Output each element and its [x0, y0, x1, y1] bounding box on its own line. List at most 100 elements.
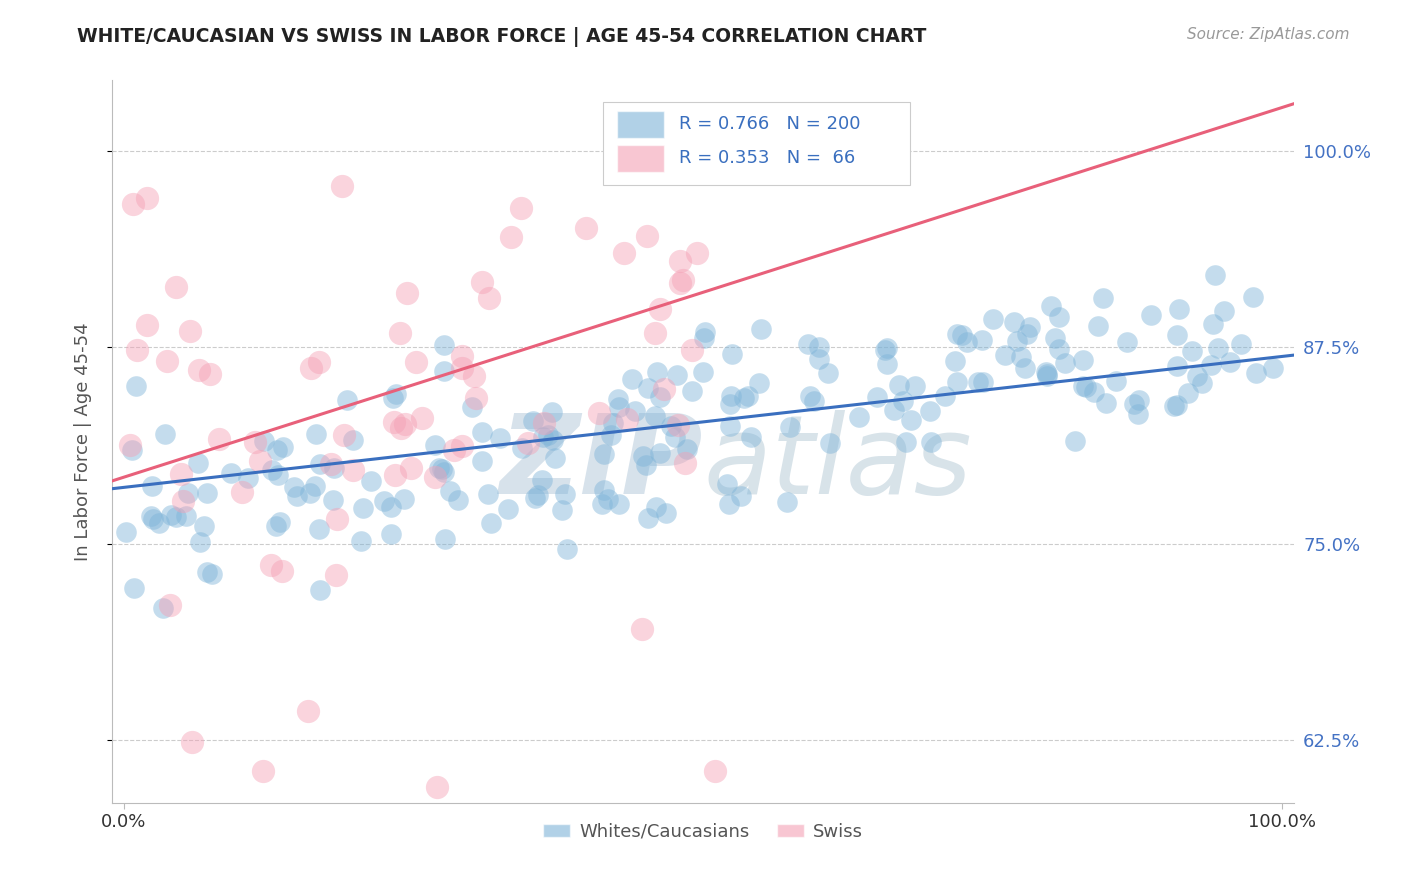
Point	[350, 533, 373, 548]
Point	[200, 367, 222, 381]
Point	[326, 512, 349, 526]
Point	[716, 476, 738, 491]
Point	[920, 434, 942, 449]
Point	[1204, 268, 1226, 282]
Point	[160, 508, 183, 522]
Point	[675, 442, 697, 456]
Point	[443, 442, 465, 457]
Point	[236, 471, 259, 485]
Point	[720, 347, 742, 361]
Point	[737, 389, 759, 403]
Point	[122, 197, 145, 211]
Point	[613, 246, 636, 260]
Point	[659, 419, 682, 434]
Point	[139, 509, 162, 524]
Point	[399, 460, 422, 475]
Point	[981, 312, 1004, 326]
Point	[1126, 407, 1149, 421]
Point	[1010, 350, 1032, 364]
Point	[554, 486, 576, 500]
Point	[883, 403, 905, 417]
Point	[591, 497, 613, 511]
Point	[636, 458, 658, 472]
Point	[650, 302, 672, 317]
Point	[894, 435, 917, 450]
Point	[1123, 397, 1146, 411]
Point	[875, 343, 897, 357]
Point	[322, 492, 344, 507]
Point	[426, 780, 449, 794]
Point	[1230, 336, 1253, 351]
Point	[1017, 327, 1039, 342]
Point	[799, 389, 821, 403]
Point	[1128, 393, 1150, 408]
Text: atlas: atlas	[703, 409, 972, 516]
Point	[703, 764, 725, 779]
Point	[309, 582, 332, 597]
Point	[637, 511, 659, 525]
Point	[1043, 331, 1066, 345]
Y-axis label: In Labor Force | Age 45-54: In Labor Force | Age 45-54	[73, 322, 91, 561]
Point	[510, 201, 533, 215]
Point	[141, 479, 163, 493]
Point	[1166, 398, 1188, 412]
Point	[471, 425, 494, 439]
Point	[1071, 353, 1094, 368]
Point	[360, 474, 382, 488]
Point	[748, 376, 770, 390]
Point	[434, 533, 457, 547]
Point	[447, 492, 470, 507]
Point	[644, 409, 666, 424]
Point	[305, 427, 328, 442]
Point	[1263, 360, 1285, 375]
Point	[165, 510, 187, 524]
Point	[1018, 320, 1040, 334]
Point	[193, 518, 215, 533]
Point	[342, 433, 364, 447]
Point	[267, 467, 290, 482]
Text: WHITE/CAUCASIAN VS SWISS IN LABOR FORCE | AGE 45-54 CORRELATION CHART: WHITE/CAUCASIAN VS SWISS IN LABOR FORCE …	[77, 27, 927, 46]
Point	[253, 434, 276, 449]
Point	[1181, 343, 1204, 358]
Point	[201, 566, 224, 581]
Point	[260, 558, 283, 572]
Point	[1036, 368, 1059, 383]
Point	[125, 378, 148, 392]
Point	[946, 375, 969, 389]
Point	[599, 427, 621, 442]
Point	[693, 330, 716, 344]
Point	[450, 350, 472, 364]
Point	[304, 479, 326, 493]
Point	[671, 273, 693, 287]
Point	[593, 447, 616, 461]
Point	[666, 417, 689, 432]
Point	[159, 598, 181, 612]
Point	[681, 343, 703, 358]
Point	[848, 409, 870, 424]
Point	[269, 515, 291, 529]
Point	[496, 501, 519, 516]
Point	[665, 368, 688, 382]
Point	[231, 485, 253, 500]
Point	[135, 318, 157, 332]
Point	[1241, 290, 1264, 304]
Point	[1039, 300, 1062, 314]
Point	[776, 494, 799, 508]
Point	[1007, 334, 1029, 349]
Point	[423, 438, 446, 452]
Point	[392, 492, 415, 507]
Text: R = 0.353   N =  66: R = 0.353 N = 66	[679, 149, 856, 168]
Point	[152, 600, 174, 615]
Point	[471, 275, 494, 289]
Point	[114, 524, 136, 539]
Point	[1049, 310, 1071, 324]
Point	[411, 410, 433, 425]
Point	[308, 457, 330, 471]
Point	[602, 417, 624, 431]
Point	[972, 375, 994, 389]
Point	[522, 414, 544, 428]
Point	[501, 229, 523, 244]
Point	[1014, 361, 1036, 376]
Point	[249, 454, 271, 468]
Point	[1002, 315, 1025, 329]
